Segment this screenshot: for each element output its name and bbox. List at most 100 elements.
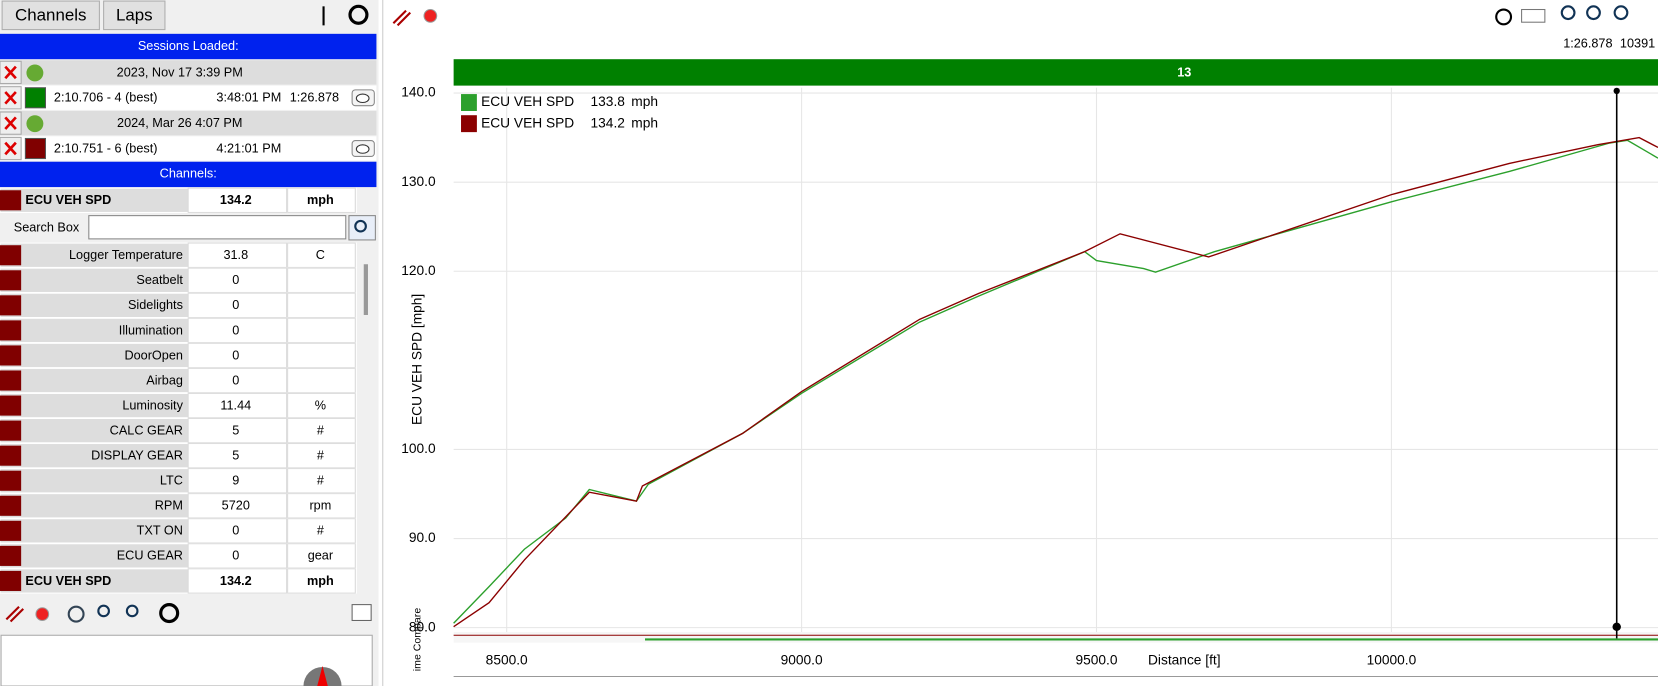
value-cell: [187, 518, 288, 544]
remove-icon: [4, 65, 17, 80]
channel-color: [0, 295, 22, 316]
channel-color: [0, 545, 22, 566]
value-cell: [187, 267, 288, 294]
channel-value: 0: [232, 298, 239, 312]
value-cell: [187, 543, 288, 569]
x-tick-label: 10000.0: [1367, 652, 1417, 667]
session-date: 2024, Mar 26 4:07 PM: [117, 116, 242, 130]
value-cell: [187, 242, 288, 268]
channel-unit: #: [317, 524, 324, 538]
channel-value: 0: [232, 373, 239, 387]
compare-strip: [453, 632, 1658, 643]
y-tick-label: 130.0: [401, 174, 436, 189]
channel-unit: %: [315, 398, 326, 412]
unit-cell: [287, 342, 356, 369]
eye-icon: [355, 144, 370, 154]
channel-value: 0: [232, 323, 239, 337]
lap-band-label: 13: [1177, 65, 1191, 79]
eye-icon: [355, 93, 370, 104]
session-date: 2023, Nov 17 3:39 PM: [117, 65, 243, 79]
section-header: [0, 161, 377, 188]
info-icon[interactable]: [26, 115, 44, 133]
channel-name: DISPLAY GEAR: [91, 449, 183, 463]
scroll-thumb[interactable]: [363, 264, 368, 315]
lap-color: [24, 87, 46, 109]
channel-color: [0, 520, 22, 541]
value-cell: [187, 187, 288, 213]
value-cell: [187, 417, 288, 444]
channel-name: ECU GEAR: [117, 549, 183, 563]
lap-name: 2:10.706 - 4 (best): [54, 91, 158, 105]
search-input[interactable]: [88, 215, 347, 240]
channel-value: 0: [232, 549, 239, 563]
channel-name: ECU VEH SPD: [25, 193, 111, 207]
value-cell: [187, 568, 288, 594]
channel-name: ECU VEH SPD: [25, 574, 111, 588]
channel-color: [0, 570, 22, 591]
channel-value: 5720: [222, 499, 250, 513]
info-icon[interactable]: [26, 64, 44, 82]
value-cell: [187, 292, 288, 319]
channel-value: 134.2: [220, 193, 252, 207]
y-tick-label: 90.0: [409, 530, 436, 545]
channel-name: TXT ON: [137, 524, 183, 538]
channel-color: [0, 320, 22, 341]
lap-row: [0, 136, 377, 161]
channel-unit: #: [317, 474, 324, 488]
button-label[interactable]: Channels: [15, 5, 86, 24]
unit-cell: [287, 187, 356, 213]
channel-unit: rpm: [309, 499, 331, 513]
channel-value: 5: [232, 449, 239, 463]
unit-cell: [287, 242, 356, 268]
lap-clock: 3:48:01 PM: [216, 91, 281, 105]
remove-icon: [4, 91, 17, 105]
unit-cell: [287, 392, 356, 419]
cursor-handle[interactable]: [1612, 622, 1621, 632]
cursor-handle[interactable]: [1613, 87, 1620, 95]
left-toolbar-icons: [5, 4, 1629, 624]
series-line: [453, 139, 1658, 624]
channel-color: [0, 345, 22, 366]
legend-value: 134.2: [591, 115, 625, 130]
legend-name: ECU VEH SPD: [481, 115, 574, 130]
search-button[interactable]: [348, 215, 376, 241]
unit-cell: [287, 442, 356, 469]
channel-value: 0: [232, 524, 239, 538]
channel-color: [0, 420, 22, 441]
button[interactable]: [1, 0, 100, 31]
unit-cell: [287, 468, 356, 494]
unit-cell: [287, 417, 356, 444]
section-header-label: Channels:: [160, 167, 217, 181]
y-tick-label: 100.0: [401, 441, 436, 456]
button[interactable]: [103, 0, 166, 31]
channel-name: Luminosity: [122, 398, 183, 412]
y-tick-label: 140.0: [401, 85, 436, 100]
side-label: ime Compare: [411, 608, 423, 672]
channel-name: Illumination: [119, 323, 183, 337]
unit-cell: [287, 292, 356, 319]
value-cell: [187, 317, 288, 344]
section-header: [0, 33, 377, 60]
legend-name: ECU VEH SPD: [481, 94, 574, 109]
remove-icon: [4, 116, 17, 130]
value-cell: [187, 468, 288, 494]
unit-cell: [287, 518, 356, 544]
channel-value: 31.8: [223, 248, 248, 262]
channel-color: [0, 445, 22, 466]
session-row: [0, 110, 377, 136]
readout: 10391: [1620, 37, 1655, 51]
lap-band: [453, 59, 1658, 86]
lap-name: 2:10.751 - 6 (best): [54, 141, 158, 155]
compass-needle: [317, 665, 328, 686]
button-label[interactable]: Laps: [116, 5, 153, 24]
scrollbar: [357, 243, 376, 588]
channel-unit: gear: [308, 549, 334, 563]
value-cell: [187, 342, 288, 369]
unit-cell: [287, 317, 356, 344]
y-tick-label: 120.0: [401, 263, 436, 278]
channel-value: 11.44: [220, 398, 251, 412]
remove-icon: [4, 141, 17, 156]
legend-value: 133.8: [591, 94, 626, 109]
channel-name: CALC GEAR: [110, 423, 183, 437]
